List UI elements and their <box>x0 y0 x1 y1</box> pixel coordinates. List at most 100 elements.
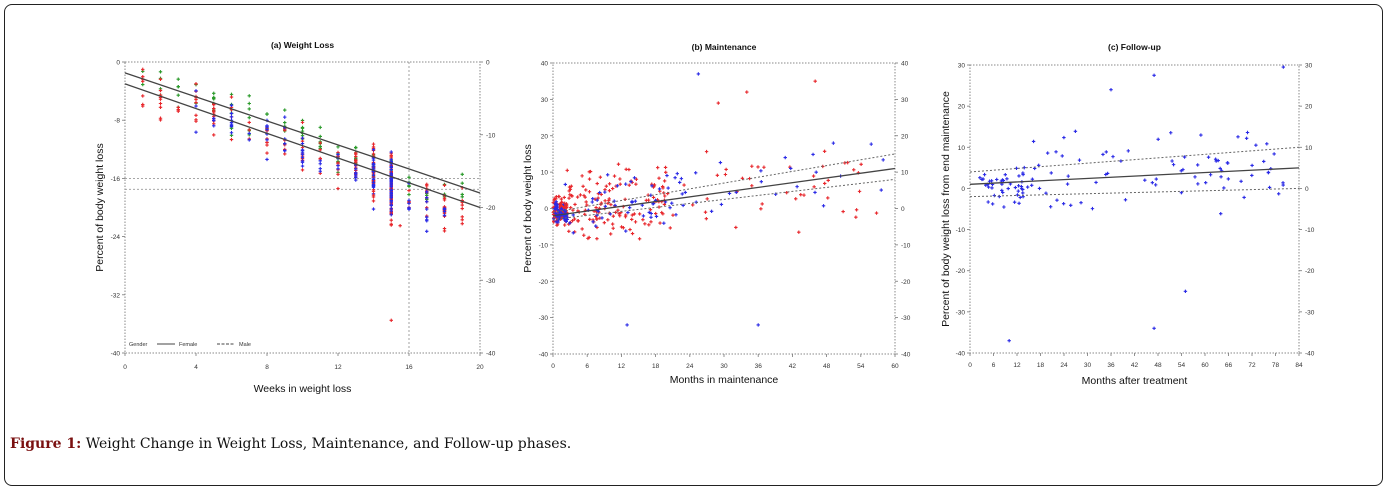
data-point <box>1206 155 1211 159</box>
data-point <box>630 231 635 236</box>
data-point <box>582 193 586 198</box>
chart-panel-2: (b) Maintenance Months in maintenance Perc… <box>522 42 911 386</box>
data-point <box>407 198 411 203</box>
data-point <box>555 203 560 207</box>
data-point <box>987 179 992 183</box>
data-point <box>563 201 567 205</box>
x-tick-label: 66 <box>1225 362 1233 369</box>
data-point <box>247 107 251 111</box>
data-point <box>247 115 251 120</box>
data-point <box>583 212 587 217</box>
data-point <box>716 101 720 105</box>
data-point <box>212 116 216 120</box>
x-tick-label: 54 <box>1178 362 1186 369</box>
data-point <box>585 203 589 207</box>
data-point <box>596 196 600 200</box>
data-point <box>658 221 662 225</box>
data-point <box>1109 87 1113 92</box>
data-point <box>632 212 637 216</box>
data-point <box>629 179 633 184</box>
data-point <box>759 169 763 173</box>
data-point <box>1208 173 1213 177</box>
data-point <box>680 192 684 196</box>
data-point <box>992 193 997 198</box>
data-point <box>318 148 322 152</box>
data-point <box>563 182 568 187</box>
data-point <box>554 197 558 201</box>
data-point <box>354 171 358 175</box>
data-point <box>719 202 724 207</box>
data-point <box>1017 201 1021 206</box>
x-tick-label: 6 <box>585 363 589 370</box>
chart-panel-1: (a) Weight Loss Weeks in weight loss Perce… <box>94 40 496 395</box>
y2-tick-label: -40 <box>901 352 911 359</box>
y2-tick-label: 0 <box>1305 186 1309 193</box>
data-point <box>663 194 667 198</box>
data-point <box>283 120 287 125</box>
data-point <box>442 183 447 188</box>
x-axis-label: Months in maintenance <box>670 374 779 386</box>
x-tick-label: 30 <box>720 363 728 370</box>
data-point <box>617 212 621 216</box>
data-point <box>425 219 429 223</box>
data-point <box>212 110 216 114</box>
data-point <box>663 165 668 170</box>
data-point <box>651 195 656 200</box>
data-point <box>609 203 613 207</box>
y-tick-label: -20 <box>956 268 966 275</box>
data-point <box>158 101 163 106</box>
data-point <box>194 113 198 118</box>
y-tick-label: -40 <box>539 352 549 359</box>
x-tick-label: 18 <box>1037 362 1045 369</box>
data-point <box>389 164 393 169</box>
x-tick-label: 16 <box>405 364 413 371</box>
x-axis-label: Weeks in weight loss <box>254 383 352 395</box>
data-point <box>1111 154 1115 159</box>
data-point <box>1090 206 1095 211</box>
data-point <box>1203 180 1208 185</box>
data-point <box>442 206 447 211</box>
data-point <box>978 175 982 180</box>
data-point <box>194 104 198 108</box>
data-point <box>1193 175 1197 179</box>
data-point <box>1179 169 1183 173</box>
data-point <box>637 237 642 241</box>
data-point <box>626 210 630 215</box>
data-point <box>389 207 393 211</box>
data-point <box>1214 159 1218 163</box>
y-tick-label: -16 <box>111 176 121 183</box>
data-point <box>826 178 830 183</box>
data-point <box>212 97 216 101</box>
y-tick-label: 20 <box>541 133 549 140</box>
data-point <box>1021 172 1025 177</box>
data-point <box>300 120 305 125</box>
data-point <box>1069 203 1073 207</box>
y2-tick-label: -30 <box>901 315 911 322</box>
data-point <box>813 190 817 195</box>
legend-item: Female <box>179 342 197 348</box>
y-tick-label: -10 <box>539 242 549 249</box>
y2-tick-label: -10 <box>901 242 911 249</box>
data-point <box>1094 180 1098 185</box>
data-point <box>141 94 145 98</box>
data-point <box>580 174 584 178</box>
data-point <box>442 198 447 202</box>
data-point <box>616 162 621 166</box>
data-point <box>460 215 464 219</box>
data-point <box>624 167 628 172</box>
data-point <box>595 198 599 202</box>
data-point <box>990 186 994 190</box>
data-point <box>389 213 393 217</box>
data-point <box>176 108 180 112</box>
data-point <box>389 167 393 172</box>
data-point <box>650 184 654 188</box>
data-point <box>300 125 305 130</box>
data-point <box>618 177 622 181</box>
data-point <box>557 216 561 220</box>
data-point <box>425 190 429 194</box>
data-point <box>604 184 609 188</box>
data-point <box>627 183 631 187</box>
y-axis-label: Percent of body weight loss <box>522 144 534 272</box>
data-point <box>603 199 607 203</box>
data-point <box>336 163 340 168</box>
